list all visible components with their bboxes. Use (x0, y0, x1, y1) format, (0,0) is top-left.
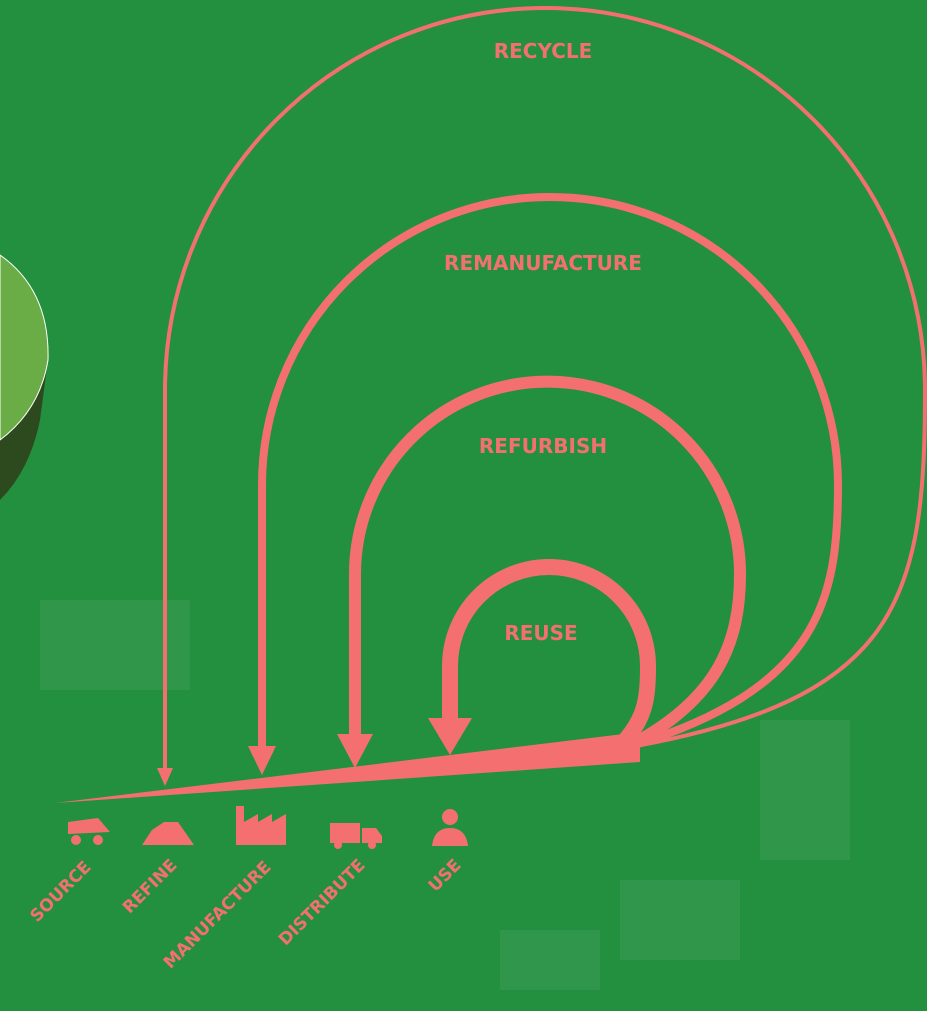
stage-icons (68, 806, 468, 849)
loop-labels: RECYCLE REMANUFACTURE REFURBISH REUSE (444, 39, 642, 645)
loop-label: RECYCLE (494, 39, 593, 63)
loop-label: REUSE (504, 621, 577, 645)
reuse-loop (442, 559, 657, 752)
loop-label: REMANUFACTURE (444, 251, 642, 275)
loop-label: REFURBISH (479, 434, 607, 458)
pie-fragment (0, 254, 49, 500)
arrowheads (55, 718, 640, 803)
refurbish-loop (349, 375, 747, 754)
recycle-loop (163, 6, 927, 768)
baseline-wedge (55, 732, 640, 803)
loops (163, 6, 927, 768)
remanufacture-loop (258, 193, 843, 752)
